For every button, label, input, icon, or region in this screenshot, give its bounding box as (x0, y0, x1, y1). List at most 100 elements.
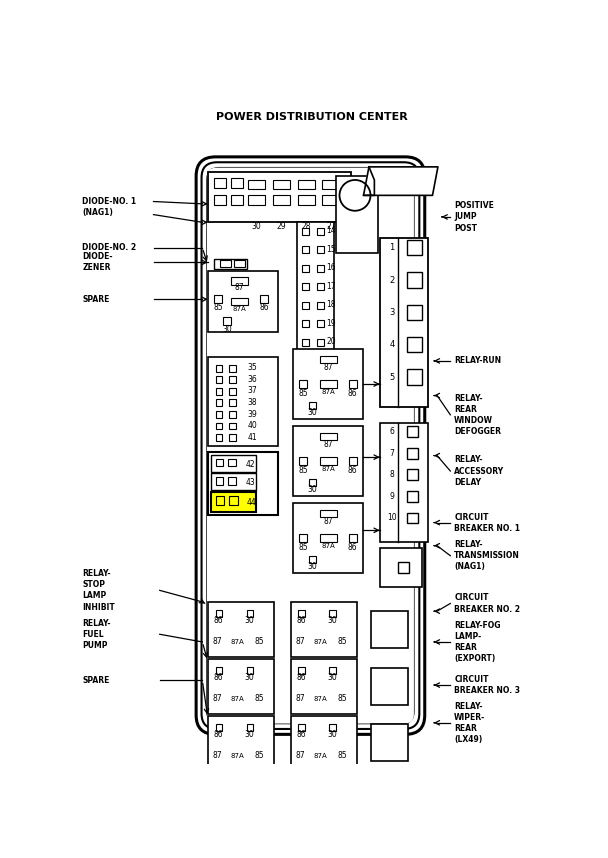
Text: RELAY-
FUEL
PUMP: RELAY- FUEL PUMP (82, 619, 111, 650)
Text: 44: 44 (247, 498, 257, 507)
Bar (231, 195, 243, 205)
Bar (302, 320, 308, 327)
Bar (231, 178, 243, 189)
Bar (291, 716, 356, 771)
Bar (293, 349, 363, 419)
Bar (246, 610, 254, 617)
Bar (330, 723, 336, 730)
Bar (298, 196, 315, 204)
Bar (297, 222, 334, 357)
Bar (299, 723, 305, 730)
Text: 87A: 87A (313, 639, 327, 645)
Text: 8: 8 (390, 470, 395, 480)
Bar (273, 180, 290, 190)
Bar (228, 459, 236, 467)
Bar (248, 196, 265, 204)
Text: CIRCUIT
BREAKER NO. 3: CIRCUIT BREAKER NO. 3 (454, 675, 520, 695)
Bar (407, 240, 423, 256)
Bar (215, 667, 223, 674)
Bar (299, 457, 307, 465)
Text: 85: 85 (337, 694, 347, 704)
Text: 87A: 87A (230, 639, 244, 645)
Text: 30: 30 (223, 325, 232, 334)
Bar (231, 277, 248, 285)
Bar (407, 337, 423, 353)
FancyBboxPatch shape (207, 167, 414, 723)
Text: RELAY-
ACCESSORY
DELAY: RELAY- ACCESSORY DELAY (454, 456, 504, 486)
Text: 1: 1 (390, 243, 395, 252)
Text: 87: 87 (295, 694, 305, 704)
Text: RELAY-FOG
LAMP-
REAR
(EXPORT): RELAY-FOG LAMP- REAR (EXPORT) (454, 621, 501, 663)
Text: 86: 86 (214, 673, 223, 682)
Text: 35: 35 (248, 363, 258, 372)
Bar (349, 535, 356, 542)
Bar (299, 380, 307, 388)
Bar (215, 459, 223, 467)
Bar (407, 305, 423, 320)
Bar (317, 302, 324, 309)
Text: 86: 86 (297, 730, 306, 739)
Bar (380, 548, 423, 587)
Text: 87A: 87A (230, 696, 244, 702)
Text: RELAY-RUN: RELAY-RUN (454, 356, 502, 366)
Text: 85: 85 (299, 466, 308, 474)
Bar (407, 448, 418, 459)
Bar (260, 295, 268, 303)
Bar (308, 402, 316, 409)
Text: 87A: 87A (313, 753, 327, 759)
Text: 86: 86 (214, 730, 223, 739)
Text: 87: 87 (212, 752, 222, 760)
Text: 14: 14 (326, 227, 336, 235)
Text: 86: 86 (214, 616, 223, 625)
Text: 85: 85 (337, 752, 347, 760)
Text: 87: 87 (295, 637, 305, 646)
Bar (211, 492, 256, 512)
Text: 87: 87 (323, 517, 333, 526)
Text: 10: 10 (387, 513, 397, 523)
Text: CIRCUIT
BREAKER NO. 2: CIRCUIT BREAKER NO. 2 (454, 594, 520, 613)
Bar (208, 602, 274, 657)
Bar (320, 535, 337, 542)
Bar (208, 271, 277, 332)
Text: 86: 86 (297, 616, 306, 625)
Bar (234, 260, 245, 267)
Text: 4: 4 (390, 341, 395, 349)
Bar (407, 512, 418, 523)
Text: 41: 41 (248, 432, 258, 442)
Text: 6: 6 (390, 427, 395, 436)
Bar (308, 479, 316, 486)
Bar (211, 455, 256, 472)
Bar (229, 434, 237, 441)
Text: 87: 87 (235, 283, 244, 293)
Bar (370, 611, 408, 648)
Text: 30: 30 (308, 408, 317, 417)
Text: 87A: 87A (230, 753, 244, 759)
Bar (215, 723, 223, 730)
Text: 43: 43 (246, 478, 255, 487)
Bar (330, 667, 336, 674)
Bar (407, 272, 423, 287)
Text: 15: 15 (326, 245, 336, 254)
Bar (302, 246, 308, 253)
Text: 36: 36 (248, 375, 258, 384)
Bar (231, 298, 248, 305)
Text: SPARE: SPARE (82, 295, 109, 304)
Bar (320, 510, 337, 517)
Text: 87A: 87A (321, 389, 335, 395)
Text: 30: 30 (245, 730, 255, 739)
Bar (302, 227, 308, 234)
Bar (317, 320, 324, 327)
Text: 17: 17 (326, 281, 336, 291)
Bar (229, 497, 238, 505)
Text: 86: 86 (348, 466, 358, 474)
Bar (246, 723, 254, 730)
Bar (215, 477, 223, 485)
Bar (214, 295, 222, 303)
Text: POSITIVE
JUMP
POST: POSITIVE JUMP POST (454, 202, 494, 233)
Text: DIODE-NO. 1
(NAG1): DIODE-NO. 1 (NAG1) (82, 196, 136, 217)
Text: 42: 42 (246, 460, 255, 468)
Text: RELAY-
REAR
WINDOW
DEFOGGER: RELAY- REAR WINDOW DEFOGGER (454, 394, 501, 436)
Text: 2: 2 (390, 275, 395, 285)
Bar (322, 196, 339, 204)
Bar (228, 477, 236, 485)
